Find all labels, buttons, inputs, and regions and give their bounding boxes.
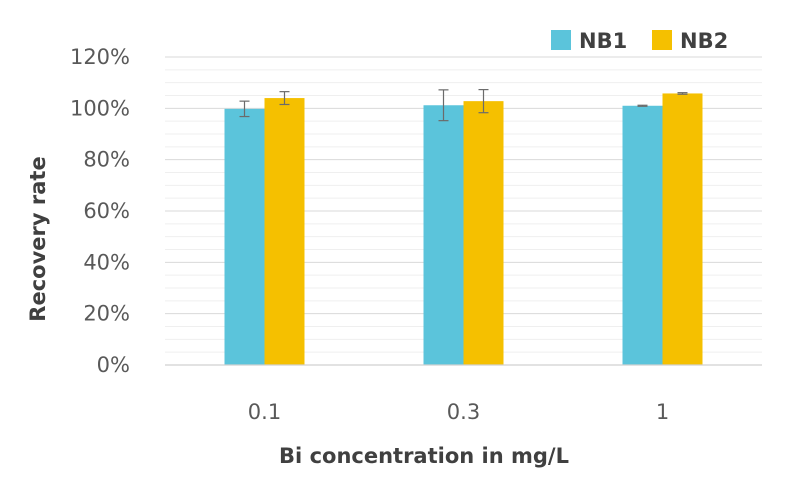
error-bar-nb1-0.1 [239, 100, 250, 118]
legend-label-nb1: NB1 [579, 29, 627, 53]
error-bars [239, 88, 688, 122]
x-axis-tick-labels: 0.1 0.3 1 [248, 400, 669, 424]
bars [224, 93, 703, 366]
bar-nb2-0.3 [463, 101, 504, 365]
y-tick-label: 40% [83, 250, 130, 274]
legend-swatch-nb1 [551, 30, 571, 50]
y-axis-tick-labels: 0% 20% 40% 60% 80% 100% 120% [70, 45, 130, 377]
y-tick-label: 0% [97, 353, 130, 377]
legend-label-nb2: NB2 [680, 29, 728, 53]
bar-nb1-1 [622, 105, 663, 366]
y-tick-label: 80% [83, 148, 130, 172]
bar-nb2-0.1 [264, 98, 305, 366]
error-bar-nb2-1 [677, 92, 688, 95]
x-tick-label: 0.3 [447, 400, 480, 424]
x-tick-label: 1 [656, 400, 669, 424]
legend-swatch-nb2 [652, 30, 672, 50]
error-bar-nb2-0.3 [478, 88, 489, 114]
error-bar-nb2-0.1 [279, 91, 290, 106]
y-tick-label: 20% [83, 302, 130, 326]
legend: NB1 NB2 [551, 29, 728, 53]
x-tick-label: 0.1 [248, 400, 281, 424]
bar-nb2-1 [662, 93, 703, 366]
y-tick-label: 120% [70, 45, 130, 69]
y-tick-label: 60% [83, 199, 130, 223]
bar-nb1-0.1 [224, 108, 265, 365]
x-axis-title: Bi concentration in mg/L [279, 444, 569, 468]
bar-nb1-0.3 [423, 105, 464, 366]
error-bar-nb1-1 [637, 104, 648, 107]
error-bar-nb1-0.3 [438, 89, 449, 122]
y-axis-title: Recovery rate [26, 156, 50, 321]
y-tick-label: 100% [70, 96, 130, 120]
